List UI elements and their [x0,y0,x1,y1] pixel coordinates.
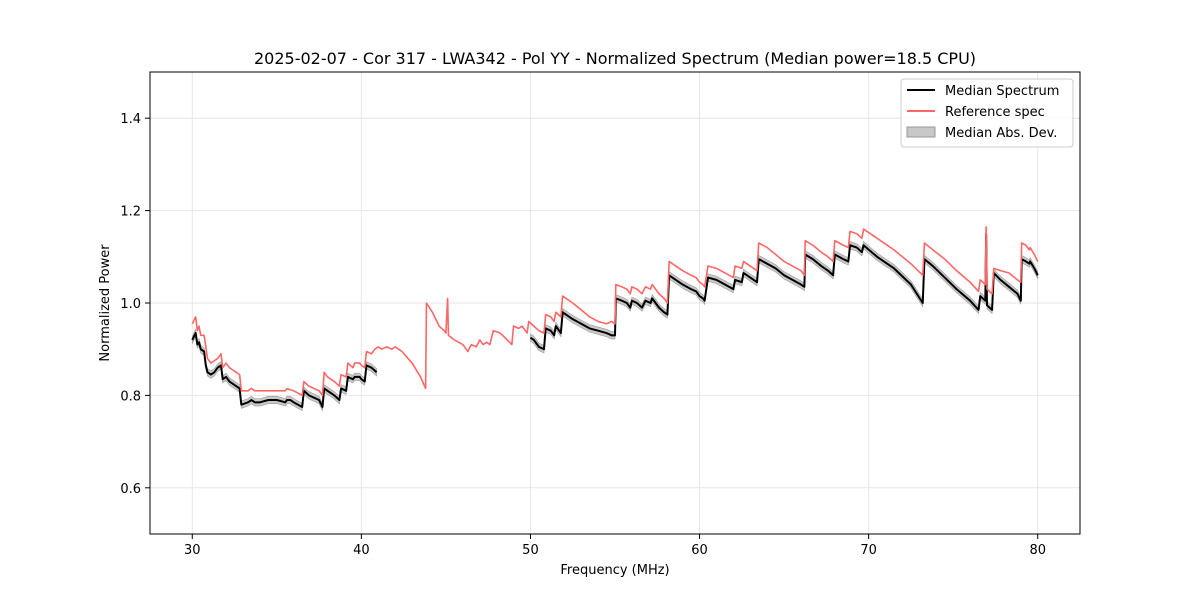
y-tick-label-3: 1.2 [120,205,141,220]
legend-box [900,78,1074,148]
reference-spec-line-0 [191,225,1039,397]
x-tick-label-2: 50 [522,543,539,558]
median-spectrum-line-0 [191,332,378,408]
y-axis: 0.6 0.8 1.0 1.2 1.4 [120,112,150,497]
x-tick-label-5: 80 [1029,543,1046,558]
x-axis: 30 40 50 60 70 80 [184,534,1046,558]
chart-title: 2025-02-07 - Cor 317 - LWA342 - Pol YY -… [254,49,976,68]
x-axis-label: Frequency (MHz) [560,563,669,578]
x-tick-label-4: 70 [860,543,877,558]
y-tick-label-0: 0.6 [120,482,141,497]
y-tick-label-2: 1.0 [120,297,141,312]
x-tick-label-1: 40 [353,543,370,558]
y-axis-label: Normalized Power [98,244,113,362]
median-spectrum-line-1 [529,232,1039,351]
mad-band-segment-0 [191,328,377,412]
legend-mad-label: Median Abs. Dev. [945,126,1057,141]
mad-band-segment-1 [530,230,1039,354]
series-lines [191,225,1039,408]
legend-mad-swatch [906,126,936,138]
legend-median-label: Median Spectrum [945,84,1059,99]
y-tick-label-1: 0.8 [120,389,141,404]
x-tick-label-3: 60 [691,543,708,558]
y-tick-label-4: 1.4 [120,112,141,127]
x-tick-label-0: 30 [184,543,201,558]
legend-reference-label: Reference spec [945,105,1045,120]
legend: Median Spectrum Reference spec Median Ab… [900,78,1074,148]
